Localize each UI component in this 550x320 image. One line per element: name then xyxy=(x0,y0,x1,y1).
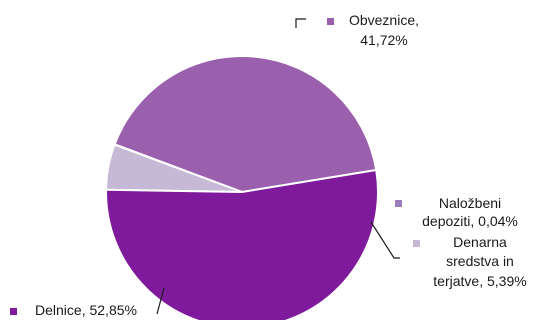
legend-marker-denarna-sredstva-in-terjatve xyxy=(413,240,420,247)
data-label-denarna-sredstva-in-terjatve-line-3: terjatve, 5,39% xyxy=(433,273,526,289)
data-label-nalozbeni-depoziti-line-2: depoziti, 0,04% xyxy=(422,213,518,229)
data-label-obveznice-line-1: Obveznice, xyxy=(349,12,419,28)
pie-slices xyxy=(105,55,379,320)
legend-marker-obveznice xyxy=(327,18,334,25)
data-label-denarna-sredstva-in-terjatve-line-1: Denarna xyxy=(453,234,507,250)
legend-marker-nalozbeni-depoziti xyxy=(395,200,402,207)
data-label-obveznice-line-2: 41,72% xyxy=(360,32,407,48)
pie-labels: Obveznice, 41,72% Naložbeni depoziti, 0,04%… xyxy=(10,12,527,318)
leader-line-denarna-sredstva-in-terjatve xyxy=(370,221,400,259)
legend-marker-delnice xyxy=(10,308,17,315)
pie-slice-obveznice xyxy=(113,55,378,194)
leader-line-obveznice xyxy=(295,18,306,28)
leader-line-delnice xyxy=(156,287,165,315)
pie-slice-delnice xyxy=(105,168,379,320)
data-label-nalozbeni-depoziti-line-1: Naložbeni xyxy=(439,195,501,211)
data-label-denarna-sredstva-in-terjatve-line-2: sredstva in xyxy=(446,253,514,269)
data-label-delnice-line-1: Delnice, 52,85% xyxy=(35,302,137,318)
